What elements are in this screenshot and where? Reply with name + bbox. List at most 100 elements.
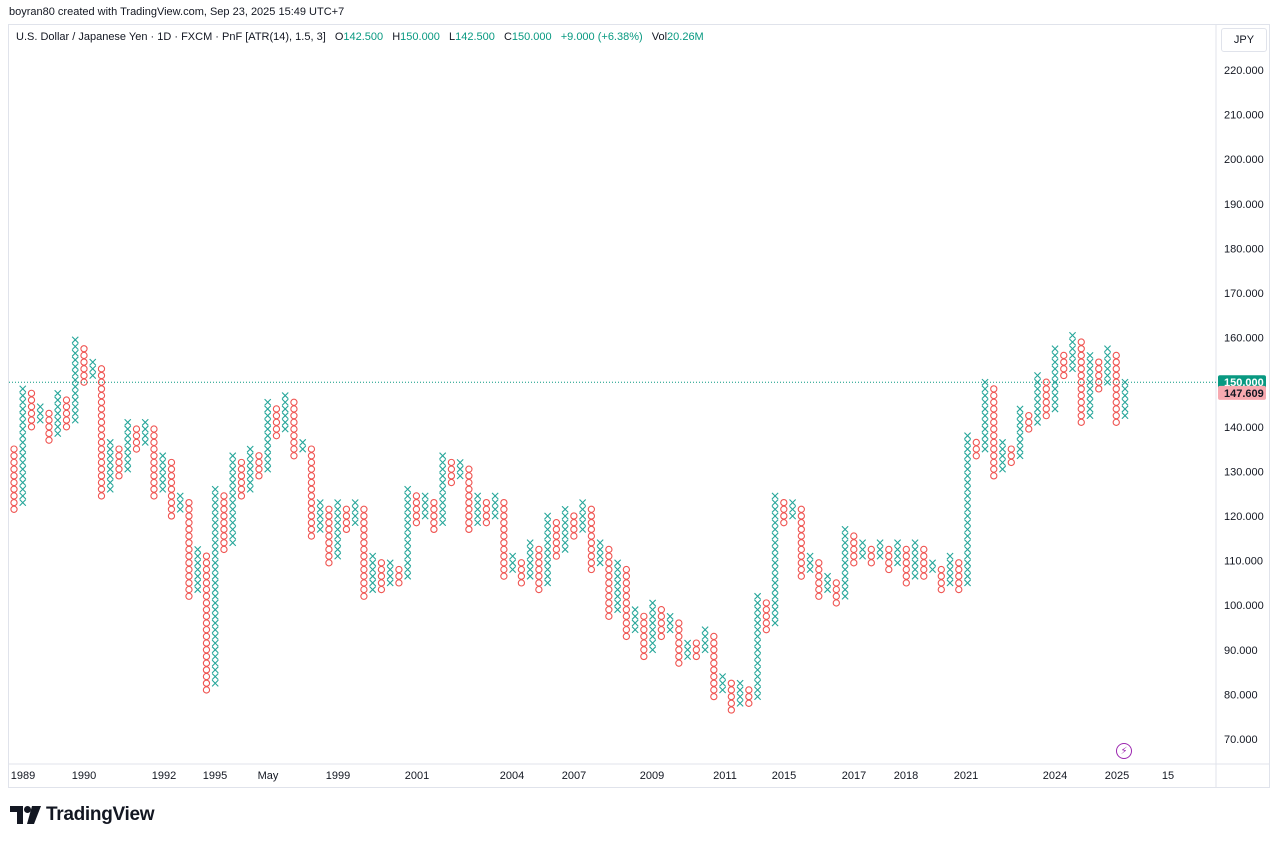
x-box bbox=[754, 673, 762, 681]
x-box bbox=[19, 398, 27, 406]
o-box bbox=[45, 423, 53, 431]
o-box bbox=[937, 579, 945, 587]
o-box bbox=[815, 559, 823, 567]
x-box bbox=[404, 532, 412, 540]
x-box bbox=[246, 485, 254, 493]
x-box bbox=[54, 409, 62, 417]
x-box bbox=[71, 403, 79, 411]
y-tick-label: 110.000 bbox=[1224, 556, 1263, 568]
o-box bbox=[797, 505, 805, 513]
x-column bbox=[509, 552, 517, 574]
x-box bbox=[1034, 405, 1042, 413]
o-box bbox=[500, 519, 508, 527]
o-box bbox=[990, 425, 998, 433]
x-box bbox=[964, 559, 972, 567]
x-box bbox=[404, 552, 412, 560]
x-box bbox=[194, 559, 202, 567]
x-box bbox=[561, 539, 569, 547]
o-box bbox=[412, 512, 421, 520]
o-column bbox=[902, 545, 910, 587]
x-box bbox=[876, 539, 884, 547]
x-box bbox=[509, 552, 517, 560]
x-box bbox=[211, 539, 219, 547]
o-column bbox=[570, 512, 578, 540]
x-box bbox=[421, 492, 429, 500]
o-box bbox=[710, 686, 718, 694]
x-box bbox=[439, 512, 447, 520]
o-column bbox=[500, 498, 508, 580]
x-box bbox=[71, 376, 79, 384]
x-box bbox=[404, 512, 412, 520]
x-box bbox=[19, 438, 27, 446]
o-box bbox=[412, 498, 421, 507]
x-box bbox=[141, 438, 149, 446]
x-box bbox=[736, 686, 744, 694]
x-box bbox=[771, 525, 779, 533]
o-column bbox=[1077, 338, 1085, 426]
o-box bbox=[570, 525, 578, 534]
x-tick-label: 1992 bbox=[152, 770, 176, 782]
o-box bbox=[972, 438, 980, 447]
tradingview-logo[interactable]: TradingView bbox=[10, 804, 155, 826]
x-box bbox=[246, 458, 254, 466]
x-box bbox=[71, 343, 79, 351]
x-box bbox=[71, 356, 79, 364]
o-box bbox=[920, 572, 928, 580]
o-column bbox=[885, 545, 893, 574]
x-box bbox=[736, 699, 744, 707]
x-box bbox=[876, 545, 884, 553]
x-box bbox=[369, 579, 377, 587]
x-box bbox=[649, 626, 657, 634]
x-box bbox=[649, 646, 657, 654]
x-box bbox=[1086, 358, 1094, 366]
o-box bbox=[1077, 351, 1085, 360]
x-box bbox=[544, 552, 552, 560]
o-box bbox=[360, 565, 368, 574]
x-box bbox=[771, 532, 779, 540]
x-box bbox=[929, 566, 937, 574]
x-box bbox=[579, 505, 587, 513]
x-box bbox=[264, 438, 272, 446]
o-box bbox=[885, 559, 893, 567]
x-box bbox=[596, 552, 604, 560]
o-box bbox=[45, 429, 53, 438]
x-box bbox=[89, 358, 97, 366]
o-box bbox=[307, 492, 316, 500]
o-box bbox=[1042, 411, 1050, 420]
o-box bbox=[185, 572, 193, 580]
o-box bbox=[465, 512, 473, 520]
o-box bbox=[97, 445, 106, 453]
o-column bbox=[80, 345, 88, 386]
o-box bbox=[1077, 405, 1085, 413]
o-column bbox=[850, 532, 858, 567]
x-box bbox=[614, 592, 622, 600]
x-box bbox=[439, 492, 447, 500]
o-box bbox=[202, 679, 211, 687]
o-box bbox=[465, 472, 473, 480]
symbol-description[interactable]: U.S. Dollar / Japanese Yen · 1D · FXCM ·… bbox=[16, 31, 326, 43]
o-column bbox=[1095, 358, 1103, 393]
x-column bbox=[159, 452, 167, 493]
o-box bbox=[202, 626, 211, 634]
x-box bbox=[771, 499, 779, 507]
x-tick-label: 2004 bbox=[500, 770, 524, 782]
currency-button[interactable]: JPY bbox=[1221, 28, 1267, 52]
x-box bbox=[526, 539, 534, 547]
x-box bbox=[211, 659, 219, 667]
o-column bbox=[237, 458, 246, 500]
x-column bbox=[701, 626, 709, 654]
x-box bbox=[19, 458, 27, 466]
o-box bbox=[500, 559, 508, 567]
o-column bbox=[815, 559, 823, 600]
x-box bbox=[19, 425, 27, 433]
x-box bbox=[701, 646, 709, 654]
o-box bbox=[797, 519, 805, 527]
o-box bbox=[552, 519, 561, 527]
x-box bbox=[964, 445, 972, 453]
x-box bbox=[211, 666, 219, 674]
flash-icon[interactable]: ⚡ bbox=[1116, 743, 1132, 759]
x-box bbox=[964, 432, 972, 440]
x-box bbox=[911, 566, 919, 574]
x-box bbox=[159, 485, 167, 493]
